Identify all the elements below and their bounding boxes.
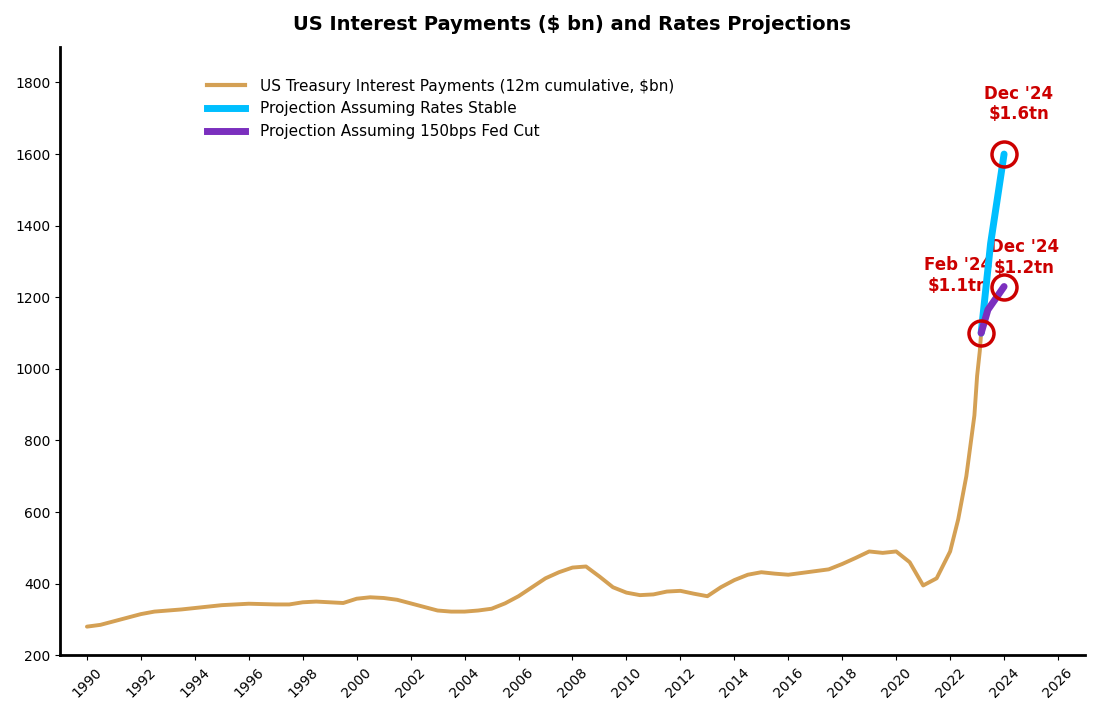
Text: Dec '24
$1.6tn: Dec '24 $1.6tn (984, 84, 1054, 124)
Title: US Interest Payments ($ bn) and Rates Projections: US Interest Payments ($ bn) and Rates Pr… (294, 15, 851, 34)
Text: Feb '24
$1.1tn: Feb '24 $1.1tn (924, 257, 992, 295)
Text: Dec '24
$1.2tn: Dec '24 $1.2tn (990, 239, 1059, 277)
Legend: US Treasury Interest Payments (12m cumulative, $bn), Projection Assuming Rates S: US Treasury Interest Payments (12m cumul… (201, 72, 681, 145)
